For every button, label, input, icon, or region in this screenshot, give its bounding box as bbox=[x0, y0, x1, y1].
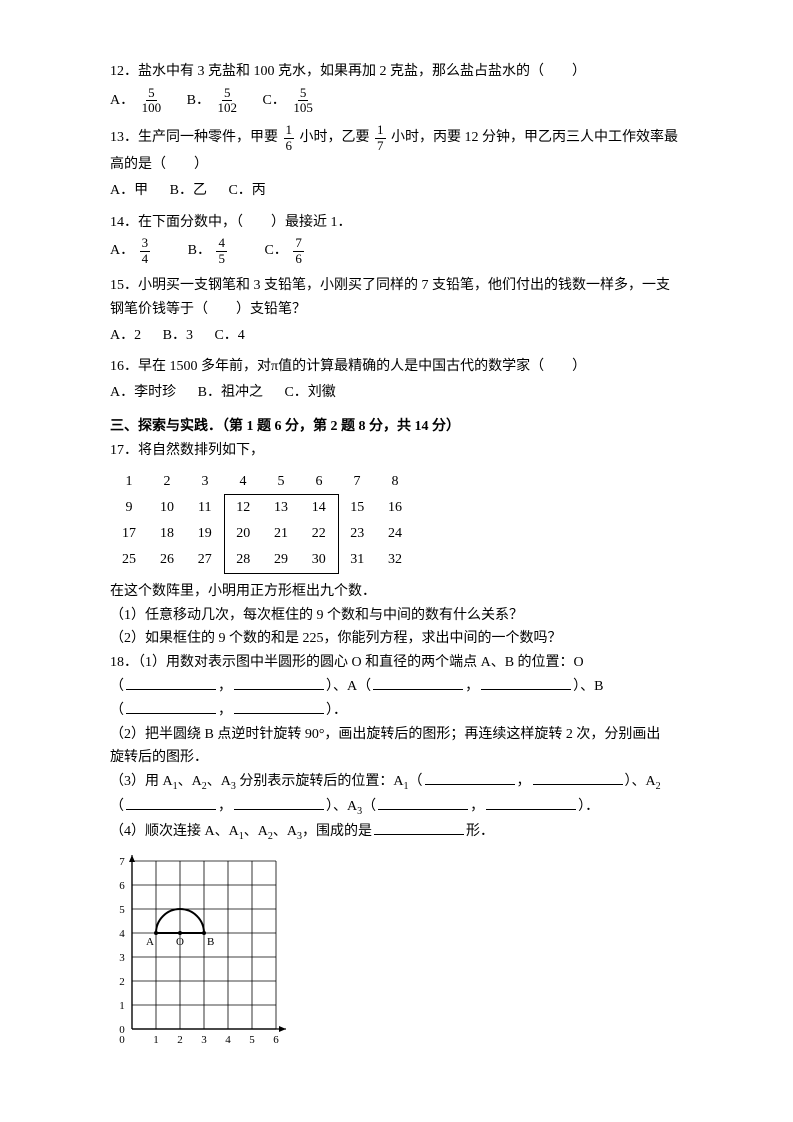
svg-text:4: 4 bbox=[225, 1034, 231, 1046]
q13-f2: 17 bbox=[375, 123, 386, 153]
blank bbox=[126, 796, 216, 810]
svg-text:2: 2 bbox=[177, 1034, 183, 1046]
q15-options: A．2 B．3 C．4 bbox=[110, 324, 683, 348]
blank bbox=[126, 700, 216, 714]
svg-text:5: 5 bbox=[119, 904, 125, 916]
svg-text:B: B bbox=[207, 936, 214, 948]
q14-b-frac: 45 bbox=[216, 236, 227, 266]
svg-text:A: A bbox=[146, 936, 154, 948]
q17-intro: 17．将自然数排列如下， bbox=[110, 439, 683, 463]
q18-p1-l3: （，）． bbox=[110, 699, 683, 723]
q17-after: 在这个数阵里，小明用正方形框出九个数． bbox=[110, 580, 683, 604]
svg-text:0: 0 bbox=[119, 1034, 125, 1046]
svg-text:5: 5 bbox=[249, 1034, 255, 1046]
blank bbox=[378, 796, 468, 810]
blank bbox=[425, 771, 515, 785]
coordinate-grid-svg: 765432101234560AOB bbox=[110, 851, 300, 1051]
q18-p2-l1: （2）把半圆绕 B 点逆时针旋转 90°，画出旋转后的图形；再连续这样旋转 2 … bbox=[110, 723, 683, 747]
q14-options: A． 34 B． 45 C． 76 bbox=[110, 236, 683, 266]
q15-line1: 15．小明买一支钢笔和 3 支铅笔，小刚买了同样的 7 支铅笔，他们付出的钱数一… bbox=[110, 274, 683, 298]
blank bbox=[234, 676, 324, 690]
table-row: 12345678 bbox=[110, 469, 414, 495]
q14-text: 14．在下面分数中，（ ）最接近 1． bbox=[110, 211, 683, 235]
blank bbox=[126, 676, 216, 690]
q14-a-frac: 34 bbox=[140, 236, 151, 266]
table-row: 91011 121314 1516 bbox=[110, 495, 414, 521]
blank bbox=[533, 771, 623, 785]
svg-text:2: 2 bbox=[119, 976, 125, 988]
svg-text:1: 1 bbox=[119, 1000, 125, 1012]
q18-p1-l2: （，）、A（，）、B bbox=[110, 675, 683, 699]
blank bbox=[234, 700, 324, 714]
svg-text:1: 1 bbox=[153, 1034, 159, 1046]
svg-text:4: 4 bbox=[119, 928, 125, 940]
q12-options: A． 5100 B． 5102 C． 5105 bbox=[110, 86, 683, 116]
table-row: 252627 282930 3132 bbox=[110, 547, 414, 573]
q12-b-frac: 5102 bbox=[215, 86, 239, 116]
q12-c-frac: 5105 bbox=[291, 86, 315, 116]
blank bbox=[234, 796, 324, 810]
svg-text:3: 3 bbox=[119, 952, 125, 964]
blank bbox=[486, 796, 576, 810]
q12-b-label: B． bbox=[187, 93, 210, 108]
q13-options: A．甲 B．乙 C．丙 bbox=[110, 179, 683, 203]
section3-title: 三、探索与实践．（第 1 题 6 分，第 2 题 8 分，共 14 分） bbox=[110, 415, 683, 439]
table-row: 171819 202122 2324 bbox=[110, 521, 414, 547]
blank bbox=[373, 676, 463, 690]
q12-a-frac: 5100 bbox=[140, 86, 164, 116]
svg-text:6: 6 bbox=[119, 880, 125, 892]
q18-grid-figure: 765432101234560AOB bbox=[110, 851, 683, 1060]
q18-p1-l1: 18．（1）用数对表示图中半圆形的圆心 O 和直径的两个端点 A、B 的位置：O bbox=[110, 651, 683, 675]
q14-c-frac: 76 bbox=[293, 236, 304, 266]
q17-number-grid: 12345678 91011 121314 1516 171819 202122… bbox=[110, 469, 414, 574]
q17-sub2: （2）如果框住的 9 个数的和是 225，你能列方程，求出中间的一个数吗？ bbox=[110, 627, 683, 651]
q18-p3-l2: （，）、A3（，）． bbox=[110, 795, 683, 820]
q18-p2-l2: 旋转后的图形． bbox=[110, 746, 683, 770]
q13-line2: 高的是（ ） bbox=[110, 153, 683, 177]
q16-options: A．李时珍 B．祖冲之 C．刘徽 bbox=[110, 381, 683, 405]
q18-p4: （4）顺次连接 A、A1、A2、A3，围成的是形． bbox=[110, 820, 683, 845]
q13-line1: 13．生产同一种零件，甲要 16 小时，乙要 17 小时，丙要 12 分钟，甲乙… bbox=[110, 123, 683, 153]
q12-a-label: A． bbox=[110, 93, 134, 108]
q18-p3-l1: （3）用 A1、A2、A3 分别表示旋转后的位置：A1（，）、A2 bbox=[110, 770, 683, 795]
svg-text:6: 6 bbox=[273, 1034, 279, 1046]
q15-line2: 钢笔价钱等于（ ）支铅笔？ bbox=[110, 298, 683, 322]
q17-sub1: （1）任意移动几次，每次框住的 9 个数和与中间的数有什么关系？ bbox=[110, 604, 683, 628]
q12-text: 12．盐水中有 3 克盐和 100 克水，如果再加 2 克盐，那么盐占盐水的（ … bbox=[110, 60, 683, 84]
svg-text:7: 7 bbox=[119, 856, 125, 868]
q16-text: 16．早在 1500 多年前，对π值的计算最精确的人是中国古代的数学家（ ） bbox=[110, 355, 683, 379]
q13-f1: 16 bbox=[284, 123, 295, 153]
blank bbox=[481, 676, 571, 690]
svg-text:O: O bbox=[176, 936, 184, 948]
blank bbox=[374, 821, 464, 835]
q12-c-label: C． bbox=[262, 93, 285, 108]
svg-text:3: 3 bbox=[201, 1034, 207, 1046]
